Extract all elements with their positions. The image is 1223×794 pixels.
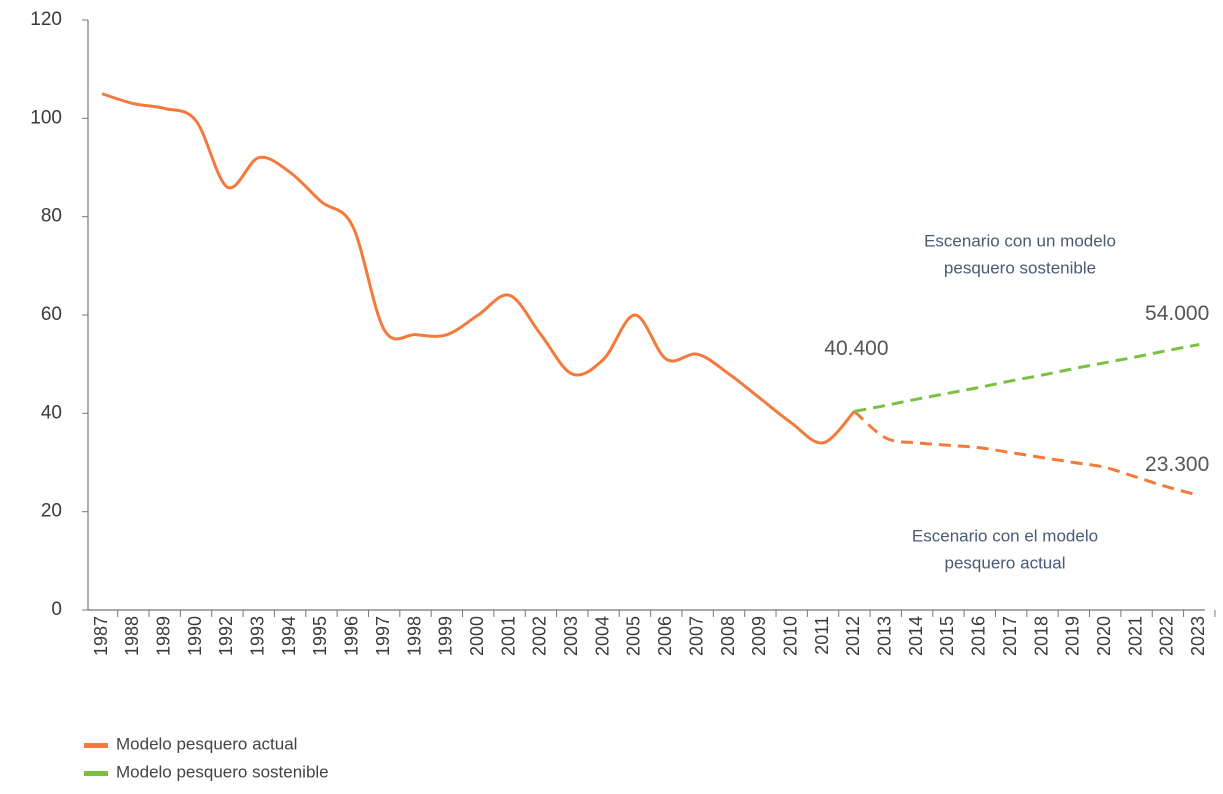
x-tick-label: 1989 bbox=[153, 616, 173, 656]
y-tick-label: 120 bbox=[30, 9, 62, 30]
x-tick-label: 2017 bbox=[1000, 616, 1020, 656]
x-tick-label: 2019 bbox=[1063, 616, 1083, 656]
y-tick-label: 100 bbox=[30, 107, 62, 128]
x-tick-label: 1992 bbox=[216, 616, 236, 656]
x-tick-label: 2015 bbox=[937, 616, 957, 656]
x-tick-label: 2006 bbox=[655, 616, 675, 656]
x-tick-label: 2023 bbox=[1188, 616, 1208, 656]
x-tick-label: 2010 bbox=[780, 616, 800, 656]
x-tick-label: 2014 bbox=[906, 616, 926, 656]
y-tick-label: 20 bbox=[41, 501, 62, 522]
y-tick-label: 0 bbox=[51, 599, 62, 620]
x-tick-label: 1999 bbox=[436, 616, 456, 656]
x-tick-label: 2020 bbox=[1094, 616, 1114, 656]
y-tick-label: 60 bbox=[41, 304, 62, 325]
x-tick-label: 2013 bbox=[875, 616, 895, 656]
line bbox=[854, 343, 1200, 413]
legend-swatch bbox=[84, 771, 108, 776]
x-tick-label: 2012 bbox=[843, 616, 863, 656]
y-tick-label: 80 bbox=[41, 206, 62, 227]
x-tick-label: 1994 bbox=[279, 616, 299, 656]
x-tick-label: 2003 bbox=[561, 616, 581, 656]
x-tick-label: 2001 bbox=[498, 616, 518, 656]
legend-label: Modelo pesquero sostenible bbox=[116, 762, 329, 781]
x-tick-label: 2022 bbox=[1157, 616, 1177, 656]
x-tick-label: 2016 bbox=[969, 616, 989, 656]
x-tick-label: 2011 bbox=[812, 616, 832, 655]
legend-label: Modelo pesquero actual bbox=[116, 734, 297, 753]
x-tick-label: 2005 bbox=[624, 616, 644, 656]
value-label: 40.400 bbox=[824, 337, 888, 360]
x-tick-label: 1995 bbox=[310, 616, 330, 656]
x-tick-label: 1998 bbox=[404, 616, 424, 656]
x-tick-label: 1990 bbox=[185, 616, 205, 656]
y-tick-label: 40 bbox=[41, 402, 62, 423]
value-label: 23.300 bbox=[1145, 453, 1209, 476]
x-tick-label: 1996 bbox=[342, 616, 362, 656]
x-tick-label: 1997 bbox=[373, 616, 393, 656]
annotation: pesquero actual bbox=[945, 553, 1066, 572]
x-tick-label: 2009 bbox=[749, 616, 769, 656]
x-tick-label: 1987 bbox=[91, 616, 111, 656]
x-tick-label: 2002 bbox=[530, 616, 550, 656]
x-tick-label: 2008 bbox=[718, 616, 738, 656]
x-tick-label: 2004 bbox=[592, 616, 612, 656]
legend-swatch bbox=[84, 743, 108, 748]
x-tick-label: 1988 bbox=[122, 616, 142, 656]
x-tick-label: 2018 bbox=[1031, 616, 1051, 656]
x-tick-label: 2007 bbox=[686, 616, 706, 656]
annotation: pesquero sostenible bbox=[944, 258, 1096, 277]
line bbox=[101, 92, 856, 445]
x-tick-label: 1993 bbox=[248, 616, 268, 656]
x-tick-label: 2021 bbox=[1125, 616, 1145, 656]
annotation: Escenario con el modelo bbox=[912, 526, 1098, 545]
annotation: Escenario con un modelo bbox=[924, 231, 1116, 250]
value-label: 54.000 bbox=[1145, 302, 1209, 325]
x-tick-label: 2000 bbox=[467, 616, 487, 656]
